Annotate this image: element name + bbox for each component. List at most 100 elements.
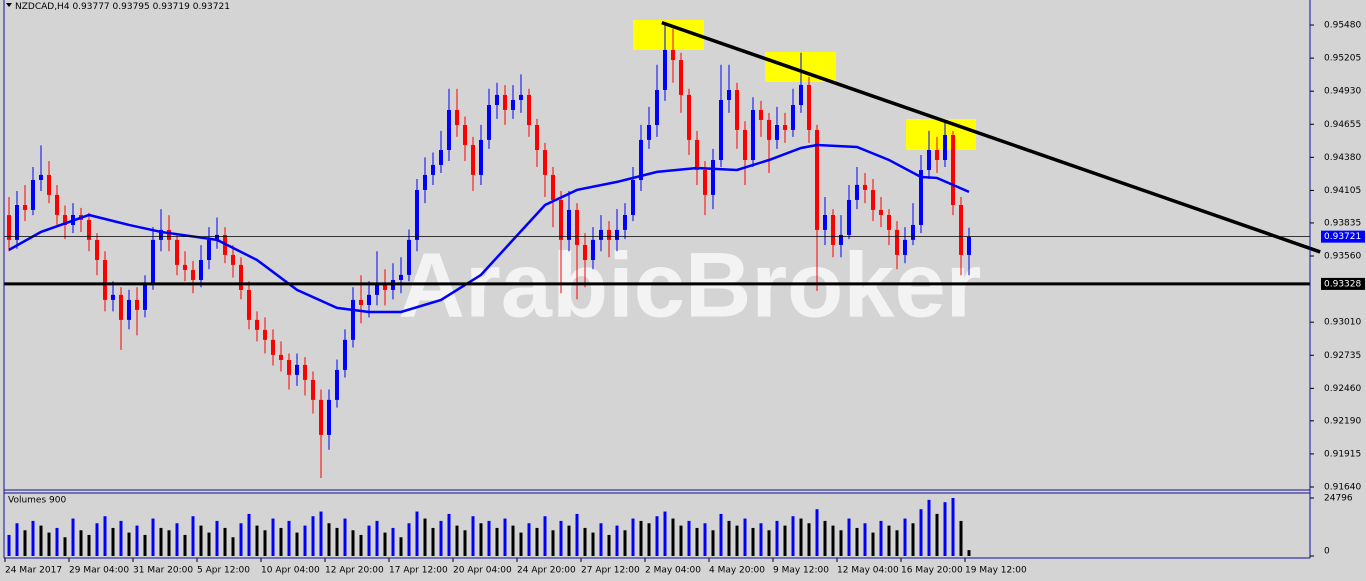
candle-body bbox=[583, 244, 587, 260]
volume-bar bbox=[399, 537, 403, 556]
candle-body bbox=[887, 214, 891, 230]
x-tick-label: 19 May 12:00 bbox=[965, 566, 1027, 576]
volume-bar bbox=[695, 527, 699, 556]
candle-body bbox=[927, 150, 931, 170]
candle-body bbox=[615, 229, 619, 240]
candle-body bbox=[87, 219, 91, 240]
volume-bar bbox=[367, 525, 371, 556]
candle-body bbox=[7, 215, 11, 240]
candle-body bbox=[879, 209, 883, 215]
candle-body bbox=[711, 160, 715, 195]
volume-bar bbox=[927, 499, 931, 556]
x-tick-label: 12 Apr 20:00 bbox=[325, 566, 384, 576]
candle-body bbox=[335, 369, 339, 400]
candle-body bbox=[199, 259, 203, 280]
y-tick-label: 0.94655 bbox=[1324, 120, 1361, 130]
header: NZDCAD,H4 0.93777 0.93795 0.93719 0.9372… bbox=[15, 2, 230, 12]
candle-body bbox=[375, 284, 379, 295]
volume-bar bbox=[343, 518, 347, 556]
candle-body bbox=[567, 209, 571, 240]
volume-bar bbox=[127, 532, 131, 556]
candle-body bbox=[663, 49, 667, 90]
volume-bar bbox=[303, 525, 307, 556]
candle-body bbox=[439, 150, 443, 165]
volume-bar bbox=[39, 525, 43, 556]
candle-body bbox=[255, 319, 259, 330]
candle-body bbox=[543, 150, 547, 175]
volume-bar bbox=[815, 509, 819, 556]
candle-body bbox=[63, 214, 67, 225]
volume-bar bbox=[199, 525, 203, 556]
volume-bar bbox=[495, 527, 499, 556]
candle-body bbox=[367, 294, 371, 305]
candle-body bbox=[639, 139, 643, 180]
candle-body bbox=[959, 204, 963, 255]
volume-bar bbox=[567, 525, 571, 556]
x-tick-label: 20 Apr 04:00 bbox=[453, 566, 512, 576]
x-tick-label: 29 Mar 04:00 bbox=[69, 566, 129, 576]
volume-bar bbox=[879, 520, 883, 556]
volume-bar bbox=[575, 513, 579, 556]
volume-bar bbox=[775, 520, 779, 556]
y-tick-label: 0.94930 bbox=[1324, 87, 1361, 97]
candle-body bbox=[847, 199, 851, 235]
candle-body bbox=[31, 179, 35, 210]
y-tick-label: 0.92190 bbox=[1324, 416, 1361, 426]
y-tick-label: 0.94105 bbox=[1324, 186, 1361, 196]
volume-bar bbox=[351, 530, 355, 556]
candle-body bbox=[15, 204, 19, 240]
y-tick-label: 0.95480 bbox=[1324, 21, 1361, 31]
volume-bar bbox=[703, 523, 707, 556]
candle-body bbox=[495, 94, 499, 106]
candle-body bbox=[775, 124, 779, 140]
volume-bar bbox=[7, 534, 11, 556]
candle-body bbox=[631, 179, 635, 215]
candle-body bbox=[943, 134, 947, 161]
volume-bar bbox=[263, 530, 267, 556]
candle-body bbox=[47, 174, 51, 195]
candle-body bbox=[287, 359, 291, 375]
candle-body bbox=[503, 94, 507, 110]
volume-bar bbox=[839, 530, 843, 556]
y-tick-label: 0.91640 bbox=[1324, 482, 1361, 492]
candle-body bbox=[415, 189, 419, 240]
x-tick-label: 2 May 04:00 bbox=[645, 566, 701, 576]
volume-bar bbox=[911, 523, 915, 556]
candle-body bbox=[951, 134, 955, 205]
volume-bar bbox=[511, 525, 515, 556]
candle-body bbox=[319, 399, 323, 435]
candle-body bbox=[167, 229, 171, 240]
volume-bar bbox=[559, 520, 563, 556]
volume-bar bbox=[487, 520, 491, 556]
candle-body bbox=[855, 184, 859, 200]
volume-bar bbox=[95, 523, 99, 556]
volume-bar bbox=[55, 527, 59, 556]
volume-bar bbox=[143, 534, 147, 556]
candle-body bbox=[103, 259, 107, 300]
volume-bar bbox=[103, 516, 107, 556]
y-tick-label: 0.91915 bbox=[1324, 449, 1361, 459]
moving-average bbox=[8, 143, 970, 314]
volume-bar bbox=[79, 530, 83, 556]
volume-bar bbox=[519, 532, 523, 556]
candle-body bbox=[535, 124, 539, 151]
candle-body bbox=[679, 60, 683, 95]
x-tick-label: 27 Apr 12:00 bbox=[581, 566, 640, 576]
candle-body bbox=[239, 264, 243, 290]
volume-bar bbox=[591, 532, 595, 556]
volume-bar bbox=[903, 518, 907, 556]
candle-body bbox=[839, 234, 843, 245]
candle-body bbox=[311, 379, 315, 400]
candle-body bbox=[783, 124, 787, 130]
price-label-bg bbox=[1321, 230, 1365, 243]
candle-body bbox=[231, 254, 235, 265]
volume-bar bbox=[295, 532, 299, 556]
candle-body bbox=[55, 194, 59, 215]
volume-bar bbox=[503, 518, 507, 556]
volume-bar bbox=[359, 534, 363, 556]
volume-bar bbox=[767, 530, 771, 556]
volume-bar bbox=[391, 527, 395, 556]
candle-body bbox=[871, 189, 875, 210]
volume-bar bbox=[455, 525, 459, 556]
